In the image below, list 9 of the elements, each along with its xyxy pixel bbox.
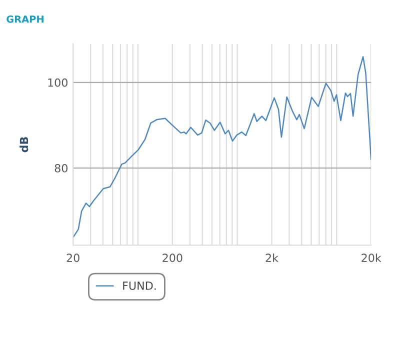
legend-label: FUND. [123,282,156,290]
y-tick-label: 80 [54,164,68,172]
x-tick-label: 200 [162,254,182,262]
chart-title: GRAPH [6,15,44,23]
x-tick-label: 20k [362,253,382,262]
x-tick-label: 20 [66,254,80,262]
y-tick-label: 100 [48,78,68,87]
x-tick-label: 2k [266,253,278,262]
y-axis-title: dB [20,137,28,152]
